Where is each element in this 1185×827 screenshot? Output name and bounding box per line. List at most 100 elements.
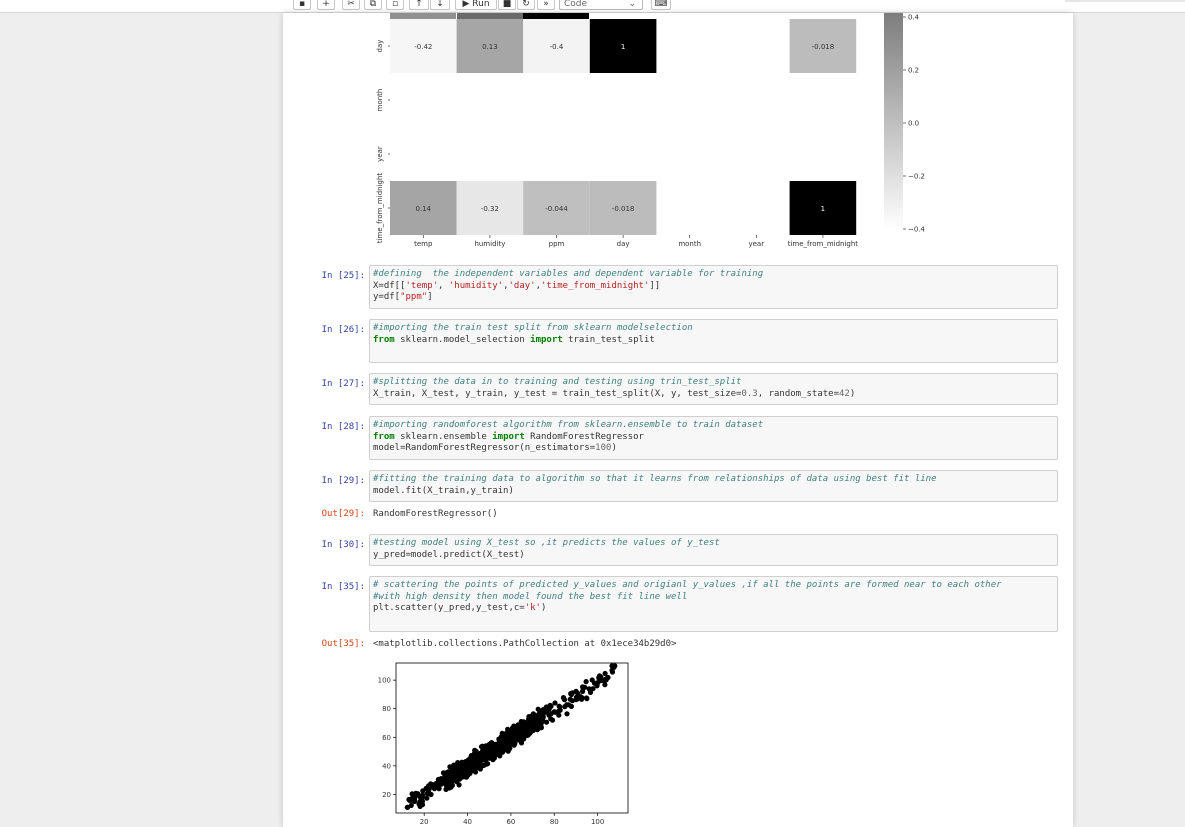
- heatmap-cell: [523, 181, 590, 235]
- scatter-point: [448, 768, 454, 774]
- scatter-point: [516, 734, 522, 740]
- scatter-point: [492, 746, 498, 752]
- paste-icon: ▫: [391, 0, 399, 9]
- heatmap-cell-label: -0.4: [550, 43, 564, 51]
- y-axis-tick-label: 60: [382, 734, 391, 742]
- cell-type-select[interactable]: Code ⌄: [559, 0, 643, 10]
- scatter-point: [472, 754, 478, 760]
- scatter-point: [464, 766, 470, 772]
- paste-button[interactable]: ▫: [386, 0, 404, 10]
- save-icon: ▪: [298, 0, 306, 9]
- heatmap-top-strip-humidity: [457, 13, 523, 19]
- copy-button[interactable]: ⧉: [364, 0, 382, 10]
- scatter-point: [474, 761, 480, 767]
- code-input-area[interactable]: #importing the train test split from skl…: [369, 319, 1058, 363]
- scatter-point: [609, 667, 615, 673]
- heatmap-cell-label: 0.13: [482, 43, 498, 51]
- play-icon: ▶: [462, 0, 470, 9]
- scatter-point: [448, 773, 454, 779]
- colorbar-tick-label: 0.2: [908, 67, 919, 75]
- x-axis-tick-label: 20: [420, 818, 429, 826]
- code-input-area[interactable]: #testing model using X_test so ,it predi…: [369, 534, 1058, 566]
- scatter-point: [455, 761, 462, 768]
- scatter-point: [528, 727, 534, 733]
- restart-button[interactable]: ↻: [517, 0, 535, 10]
- command-palette-button[interactable]: ⌨: [651, 0, 671, 10]
- run-button[interactable]: ▶ Run: [455, 0, 497, 10]
- code-input-area[interactable]: #fitting the training data to algorithm …: [369, 470, 1058, 502]
- x-axis-tick-label: 40: [463, 818, 472, 826]
- heatmap-cell-label: -0.018: [812, 43, 835, 51]
- save-button[interactable]: ▪: [293, 0, 311, 10]
- move-down-button[interactable]: ↓: [430, 0, 450, 10]
- colorbar-tick-label: −0.4: [908, 226, 926, 234]
- scatter-point: [409, 795, 416, 801]
- scatter-point: [417, 803, 423, 809]
- output-text: RandomForestRegressor(): [373, 509, 498, 519]
- scatter-point: [548, 716, 554, 722]
- code-input-area[interactable]: #splitting the data in to training and t…: [369, 373, 1058, 405]
- scatter-point: [548, 711, 554, 717]
- scatter-point: [603, 676, 609, 682]
- heatmap-row-label: year: [376, 146, 384, 162]
- heatmap-cell: [523, 19, 590, 73]
- fast-forward-icon: »: [543, 0, 549, 9]
- scatter-point: [486, 749, 492, 755]
- heatmap-col-label: humidity: [474, 240, 505, 248]
- heatmap-col-label: year: [748, 240, 764, 248]
- input-prompt: In [27]:: [321, 379, 365, 389]
- scatter-point: [499, 730, 505, 736]
- scatter-point: [420, 792, 426, 798]
- insert-cell-button[interactable]: +: [317, 0, 335, 10]
- scatter-point: [552, 709, 558, 715]
- run-label: Run: [472, 0, 490, 9]
- scatter-point: [602, 670, 608, 677]
- heatmap-top-strip-temp: [390, 13, 456, 19]
- scatter-point: [503, 737, 509, 743]
- heatmap-cell: [456, 19, 524, 73]
- interrupt-button[interactable]: ■: [498, 0, 516, 10]
- output-text: <matplotlib.collections.PathCollection a…: [373, 639, 677, 649]
- restart-run-all-button[interactable]: »: [537, 0, 555, 10]
- keyboard-icon: ⌨: [654, 0, 668, 9]
- heatmap-cell: [390, 19, 457, 73]
- scatter-point: [569, 698, 575, 704]
- heatmap-top-strip-ppm: [523, 13, 589, 19]
- scatter-plot: 20 40 60 80 100 20 40 60 80 100: [373, 658, 633, 827]
- heatmap-col-label: time_from_midnight: [788, 240, 859, 248]
- input-prompt: In [29]:: [321, 476, 365, 486]
- heatmap-col-label: day: [617, 240, 630, 248]
- heatmap-cell: [456, 181, 524, 235]
- code-input-area[interactable]: #importing randomforest algorithm from s…: [369, 416, 1058, 460]
- heatmap-row-label: time_from_midnight: [376, 173, 384, 244]
- scatter-point: [562, 704, 568, 710]
- heatmap-col-label: temp: [414, 240, 433, 248]
- scatter-point: [557, 704, 563, 710]
- move-up-button[interactable]: ↑: [409, 0, 429, 10]
- code-input-area[interactable]: #defining the independent variables and …: [369, 265, 1058, 309]
- x-axis-tick-label: 60: [506, 818, 515, 826]
- heatmap-cell-label: -0.044: [545, 205, 568, 213]
- scatter-point: [597, 673, 603, 679]
- heatmap-cell-label: 1: [621, 43, 625, 51]
- scatter-point: [529, 721, 535, 727]
- cut-button[interactable]: ✂: [342, 0, 360, 10]
- scatter-points: [404, 663, 618, 810]
- cell-type-value: Code: [564, 0, 588, 9]
- chevron-down-icon: ⌄: [628, 0, 636, 9]
- scatter-point: [552, 700, 558, 706]
- heatmap-row-label: month: [376, 89, 384, 112]
- scatter-point: [569, 690, 575, 696]
- scatter-point: [556, 712, 562, 718]
- code-input-area[interactable]: # scattering the points of predicted y_v…: [369, 576, 1058, 632]
- colorbar: [884, 13, 903, 230]
- scatter-point: [514, 725, 520, 731]
- scatter-point: [408, 802, 414, 808]
- scatter-point: [460, 762, 466, 768]
- y-axis-tick-label: 20: [382, 791, 391, 799]
- stop-icon: ■: [502, 0, 512, 9]
- heatmap-row-label: day: [376, 40, 384, 53]
- input-prompt: In [35]:: [321, 582, 365, 592]
- heatmap-cell: [589, 181, 657, 235]
- colorbar-tick-label: −0.2: [908, 173, 925, 181]
